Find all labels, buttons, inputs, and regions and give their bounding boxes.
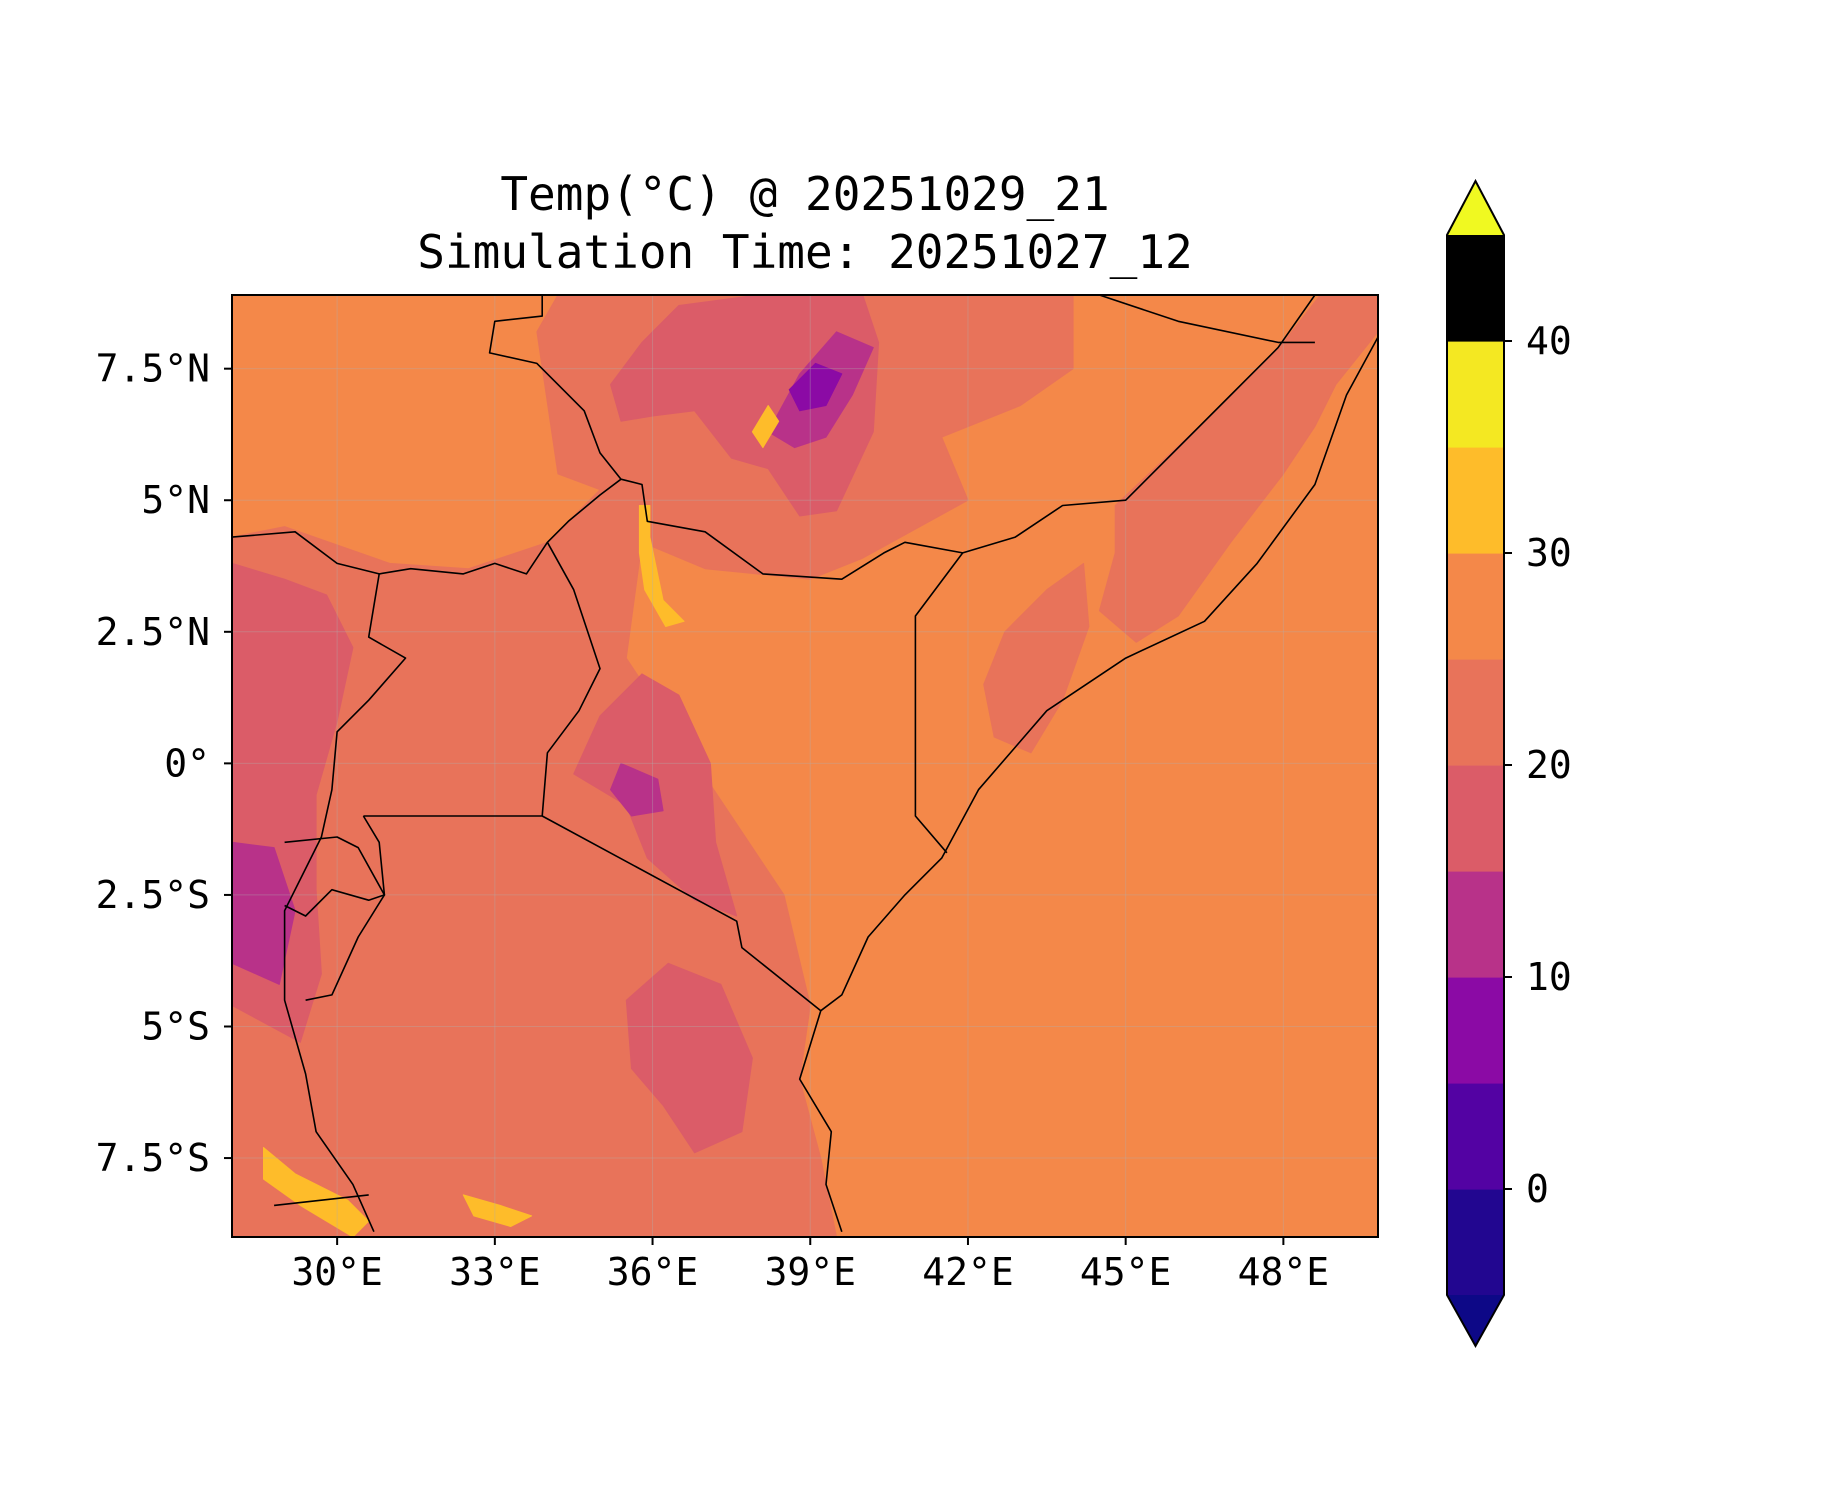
border-line-3	[232, 478, 622, 575]
contour-region-11	[638, 505, 685, 627]
gridlines	[232, 295, 1378, 1237]
lat-tick-label: 0°	[164, 741, 210, 785]
lat-tick-label: 2.5°S	[96, 873, 210, 917]
colorbar-outline	[1446, 178, 1505, 1349]
temperature-contours	[232, 295, 1378, 1237]
map-frame	[231, 294, 1379, 1238]
contour-region-14	[462, 1194, 533, 1227]
colorbar-bin-5	[1447, 659, 1504, 766]
contour-region-9	[610, 762, 664, 817]
colorbar-bin-9	[1447, 235, 1504, 342]
colorbar-bin-4	[1447, 765, 1504, 872]
colorbar-over-arrow	[1447, 181, 1504, 235]
colorbar-bin-1	[1447, 1083, 1504, 1190]
lon-tick-label: 45°E	[1080, 1250, 1172, 1294]
contour-region-2	[983, 562, 1090, 754]
colorbar-under-arrow	[1447, 1295, 1504, 1346]
border-line-0	[488, 295, 1316, 581]
border-line-6	[363, 815, 822, 1012]
border-line-7	[305, 815, 386, 1001]
chart-subtitle: Simulation Time: 20251027_12	[417, 225, 1193, 279]
border-line-2	[914, 552, 964, 854]
colorbar-tick-label: 0	[1526, 1167, 1549, 1211]
colorbar-tick-label: 20	[1526, 743, 1572, 787]
longitude-axis: 30°E 33°E 36°E 39°E 42°E 45°E 48°E	[291, 1237, 1329, 1294]
lat-tick-label: 5°N	[141, 478, 210, 522]
map-area	[232, 295, 1378, 1237]
lon-tick-label: 30°E	[291, 1250, 383, 1294]
border-line-4	[541, 541, 601, 817]
colorbar-tick-label: 40	[1526, 319, 1572, 363]
colorbar-bin-2	[1447, 977, 1504, 1084]
lon-tick-label: 39°E	[764, 1250, 856, 1294]
lat-tick-label: 2.5°N	[96, 610, 210, 654]
lon-tick-label: 48°E	[1238, 1250, 1330, 1294]
contour-region-10	[788, 362, 843, 412]
border-line-1	[1099, 295, 1315, 344]
contour-region-1	[1098, 295, 1378, 643]
contour-region-8	[232, 841, 296, 985]
colorbar: 0 10 20 30 40	[1446, 178, 1572, 1349]
lat-tick-label: 5°S	[141, 1004, 210, 1048]
colorbar-bin-0	[1447, 1189, 1504, 1296]
contour-region-5	[625, 962, 753, 1154]
border-line-10	[798, 336, 1378, 1232]
contour-region-12	[751, 405, 780, 449]
latitude-axis: 7.5°N 5°N 2.5°N 0° 2.5°S 5°S 7.5°S	[96, 347, 232, 1180]
chart-title: Temp(°C) @ 20251029_21	[500, 167, 1110, 221]
border-line-9	[274, 1194, 369, 1207]
contour-region-13	[263, 1147, 370, 1237]
colorbar-tick-label: 10	[1526, 955, 1572, 999]
border-line-5	[283, 573, 407, 1233]
lon-tick-label: 42°E	[922, 1250, 1014, 1294]
colorbar-tick-label: 30	[1526, 531, 1572, 575]
border-line-8	[284, 836, 386, 917]
colorbar-bin-3	[1447, 871, 1504, 978]
colorbar-bin-6	[1447, 553, 1504, 660]
colorbar-bin-7	[1447, 447, 1504, 554]
lat-tick-label: 7.5°S	[96, 1136, 210, 1180]
colorbar-bin-8	[1447, 341, 1504, 448]
country-borders	[232, 295, 1378, 1233]
contour-region-6	[610, 295, 880, 517]
lat-tick-label: 7.5°N	[96, 347, 210, 391]
lon-tick-label: 33°E	[449, 1250, 541, 1294]
lon-tick-label: 36°E	[607, 1250, 699, 1294]
